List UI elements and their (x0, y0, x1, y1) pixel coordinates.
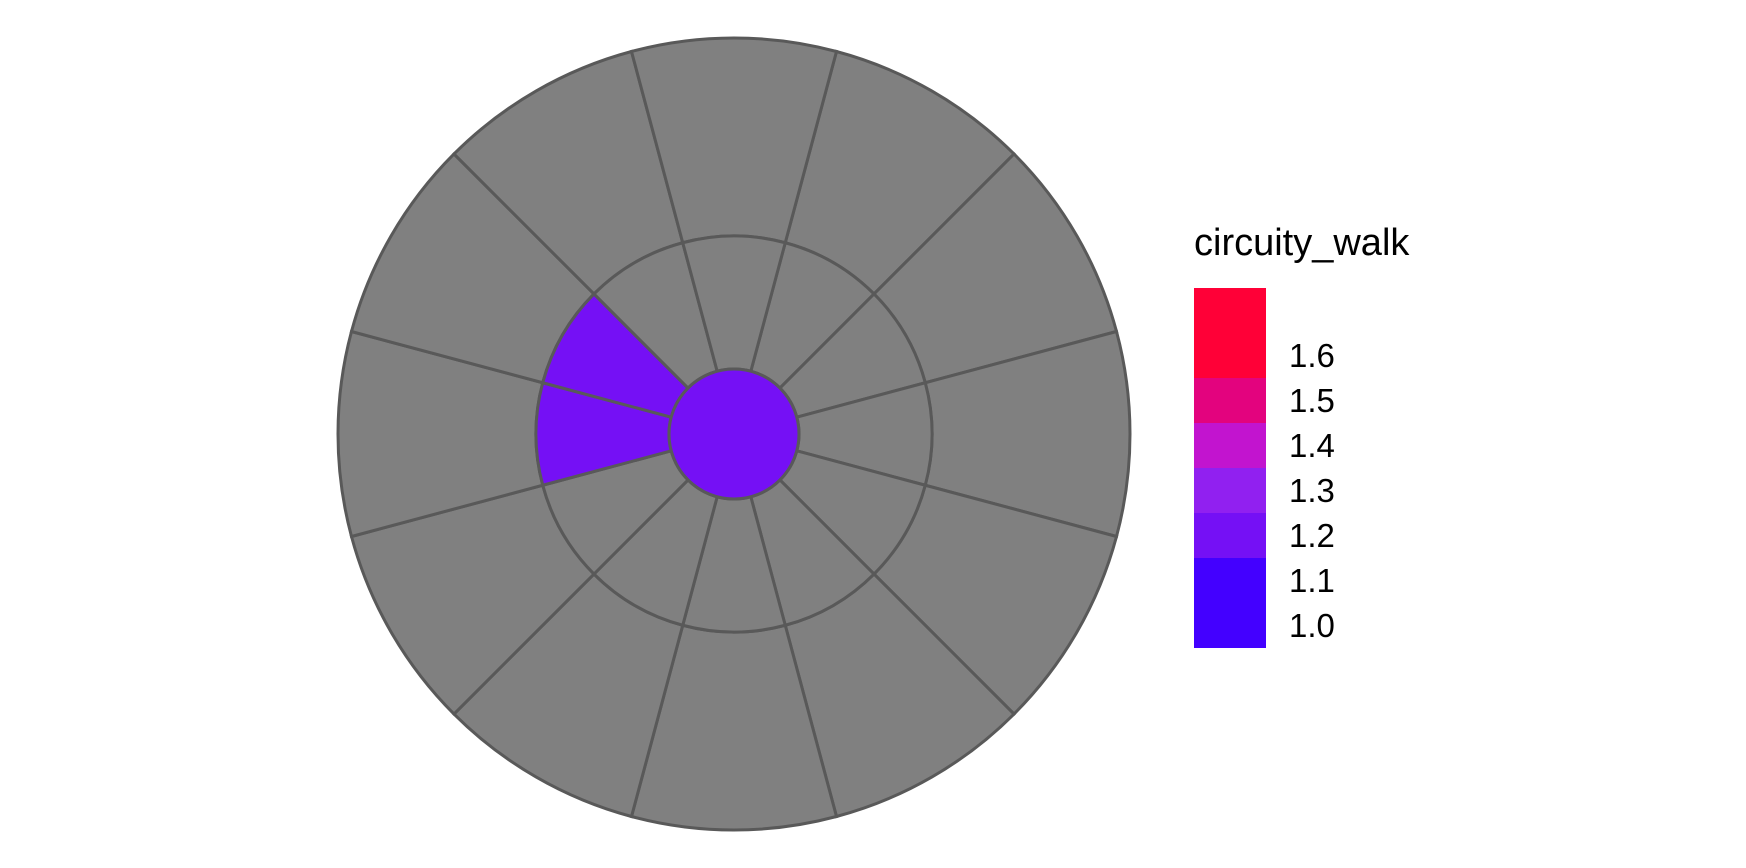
legend-tick-label: 1.0 (1289, 606, 1335, 644)
legend-swatch (1194, 288, 1266, 378)
legend-tick-label: 1.5 (1289, 381, 1335, 419)
legend-swatch (1194, 513, 1266, 558)
legend-swatch (1194, 468, 1266, 513)
sector-inner-center (667, 367, 801, 501)
legend-tick-label: 1.6 (1289, 336, 1335, 374)
legend-tick-label: 1.1 (1289, 561, 1335, 599)
legend-tick-label: 1.2 (1289, 516, 1335, 554)
legend-tick-label: 1.4 (1289, 426, 1335, 464)
legend-title: circuity_walk (1194, 222, 1410, 264)
legend-swatch (1194, 423, 1266, 468)
legend-swatch (1194, 378, 1266, 423)
legend-color-bar (1194, 288, 1266, 648)
legend-swatch (1194, 558, 1266, 648)
legend-tick-label: 1.3 (1289, 471, 1335, 509)
